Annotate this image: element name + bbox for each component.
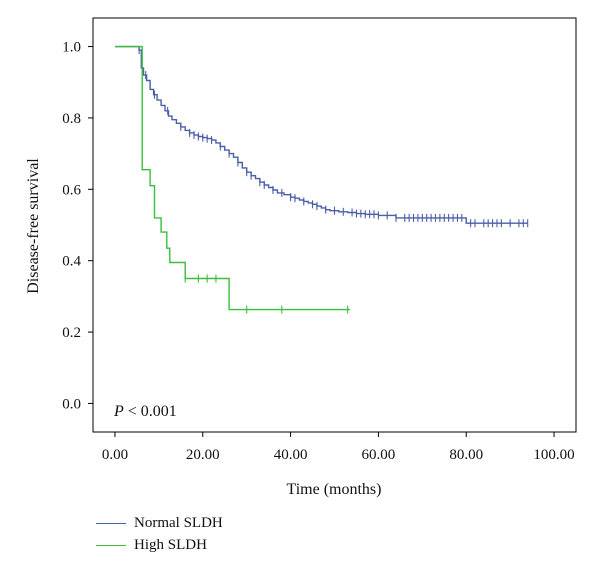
legend: Normal SLDH High SLDH <box>96 512 223 556</box>
legend-swatch-high <box>96 544 126 546</box>
x-tick-label: 80.00 <box>449 447 483 463</box>
y-axis-ticks: 0.0 0.2 0.4 0.6 0.8 1.0 <box>62 40 93 412</box>
y-tick-label: 0.4 <box>62 254 81 270</box>
series-high-sldh <box>115 45 350 314</box>
y-tick-label: 0.8 <box>62 111 81 127</box>
x-tick-label: 60.00 <box>362 447 396 463</box>
x-tick-label: 40.00 <box>274 447 308 463</box>
legend-item-normal: Normal SLDH <box>96 512 223 534</box>
p-value-annotation: P < 0.001 <box>113 403 177 420</box>
legend-label-high: High SLDH <box>134 536 207 553</box>
series-normal-sldh <box>115 45 529 228</box>
x-tick-label: 20.00 <box>186 447 220 463</box>
y-tick-label: 0.2 <box>62 325 81 341</box>
series-layer <box>115 45 529 314</box>
y-tick-label: 1.0 <box>62 40 81 56</box>
x-axis-ticks: 0.00 20.00 40.00 60.00 80.00 100.00 <box>102 432 575 463</box>
x-tick-label: 100.00 <box>533 447 574 463</box>
x-axis-title: Time (months) <box>287 481 382 498</box>
legend-item-high: High SLDH <box>96 534 223 556</box>
legend-label-normal: Normal SLDH <box>134 514 223 531</box>
y-tick-label: 0.0 <box>62 396 81 412</box>
y-tick-label: 0.6 <box>62 182 81 198</box>
x-tick-label: 0.00 <box>102 447 128 463</box>
y-axis-title: Disease-free survival <box>25 158 42 294</box>
survival-curve-normal-sldh <box>115 45 528 224</box>
plot-frame <box>92 17 577 433</box>
legend-swatch-normal <box>96 522 126 524</box>
